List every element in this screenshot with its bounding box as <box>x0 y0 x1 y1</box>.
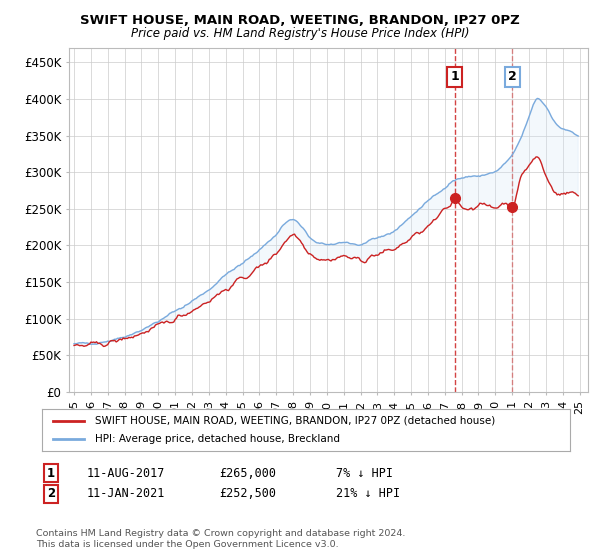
Text: SWIFT HOUSE, MAIN ROAD, WEETING, BRANDON, IP27 0PZ: SWIFT HOUSE, MAIN ROAD, WEETING, BRANDON… <box>80 14 520 27</box>
Text: 1: 1 <box>450 71 459 83</box>
Text: 1: 1 <box>47 466 55 480</box>
Text: 7% ↓ HPI: 7% ↓ HPI <box>336 466 393 480</box>
Text: Price paid vs. HM Land Registry's House Price Index (HPI): Price paid vs. HM Land Registry's House … <box>131 27 469 40</box>
Text: Contains HM Land Registry data © Crown copyright and database right 2024.
This d: Contains HM Land Registry data © Crown c… <box>36 529 406 549</box>
Text: 21% ↓ HPI: 21% ↓ HPI <box>336 487 400 501</box>
Text: 11-JAN-2021: 11-JAN-2021 <box>87 487 166 501</box>
Text: 11-AUG-2017: 11-AUG-2017 <box>87 466 166 480</box>
Text: 2: 2 <box>47 487 55 501</box>
Text: £252,500: £252,500 <box>219 487 276 501</box>
Text: HPI: Average price, detached house, Breckland: HPI: Average price, detached house, Brec… <box>95 434 340 444</box>
Text: £265,000: £265,000 <box>219 466 276 480</box>
Text: SWIFT HOUSE, MAIN ROAD, WEETING, BRANDON, IP27 0PZ (detached house): SWIFT HOUSE, MAIN ROAD, WEETING, BRANDON… <box>95 416 495 426</box>
Text: 2: 2 <box>508 71 517 83</box>
